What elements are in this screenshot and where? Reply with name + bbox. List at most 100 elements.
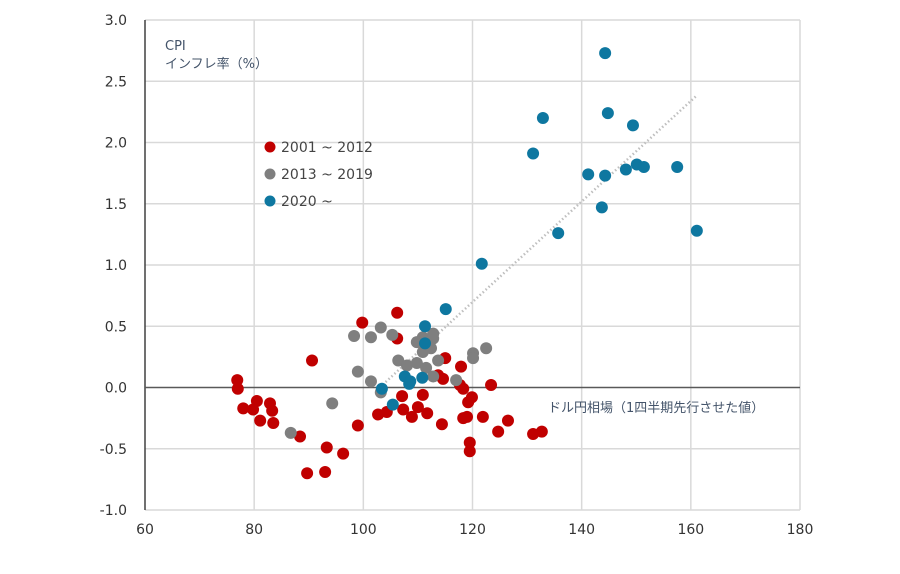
- y-tick-label: 1.0: [105, 258, 127, 274]
- data-point-series-1: [401, 359, 413, 372]
- data-point-series-2: [637, 161, 650, 173]
- data-point-series-1: [374, 321, 387, 334]
- data-point-series-2: [419, 337, 432, 350]
- data-point-series-1: [480, 342, 493, 355]
- data-point-series-0: [267, 417, 280, 430]
- data-point-series-0: [237, 402, 250, 415]
- data-point-series-0: [485, 379, 498, 392]
- data-point-series-2: [419, 320, 432, 333]
- x-tick-label: 60: [136, 522, 154, 538]
- data-point-series-0: [396, 390, 409, 403]
- data-point-series-2: [536, 112, 549, 124]
- data-point-series-1: [284, 426, 297, 439]
- y-axis-label-line2: インフレ率（%）: [165, 56, 268, 72]
- data-point-series-0: [391, 306, 404, 319]
- data-point-series-0: [319, 466, 332, 479]
- data-point-series-2: [403, 377, 416, 390]
- data-point-series-0: [405, 410, 418, 423]
- data-point-series-2: [599, 169, 612, 182]
- data-point-series-2: [619, 163, 632, 176]
- data-point-series-1: [364, 375, 377, 388]
- data-point-series-0: [306, 354, 319, 367]
- data-point-series-0: [435, 418, 448, 431]
- x-axis-label: ドル円相場（1四半期先行させた値）: [548, 400, 764, 416]
- data-point-series-0: [351, 419, 364, 432]
- x-tick-label: 100: [350, 522, 377, 538]
- data-point-series-0: [254, 414, 267, 427]
- data-point-series-1: [432, 354, 445, 367]
- data-point-series-0: [320, 441, 333, 454]
- data-point-series-0: [421, 407, 434, 420]
- data-point-series-0: [231, 374, 244, 387]
- data-point-series-0: [294, 430, 307, 443]
- data-point-series-2: [386, 398, 399, 411]
- data-point-series-2: [527, 147, 540, 160]
- data-point-series-0: [462, 396, 475, 409]
- data-point-series-0: [356, 316, 369, 329]
- data-point-series-2: [595, 201, 608, 214]
- data-point-series-2: [671, 161, 684, 173]
- data-point-series-1: [427, 370, 440, 383]
- data-point-series-0: [492, 425, 505, 438]
- data-point-series-2: [375, 382, 388, 395]
- y-tick-label: 1.5: [105, 197, 127, 213]
- y-tick-label: -1.0: [100, 503, 127, 519]
- data-point-series-0: [476, 410, 489, 423]
- data-point-series-2: [552, 227, 565, 240]
- data-point-series-2: [599, 47, 612, 60]
- data-point-series-0: [301, 467, 314, 480]
- tick-labels: 60 80 100 120 140 160 180 3.0 2.5 2.0 1.5 1.0 0.5 0.0…: [100, 13, 814, 538]
- data-point-series-1: [410, 357, 423, 369]
- data-point-series-0: [337, 447, 350, 460]
- y-tick-label: 0.0: [105, 381, 127, 397]
- data-point-series-0: [416, 388, 429, 401]
- data-points: [231, 47, 703, 480]
- x-tick-label: 180: [787, 522, 814, 538]
- data-point-series-0: [266, 404, 279, 417]
- data-point-series-2: [690, 224, 703, 237]
- data-point-series-1: [326, 397, 339, 410]
- x-tick-label: 80: [245, 522, 263, 538]
- y-tick-label: 0.5: [105, 319, 127, 335]
- data-point-series-1: [364, 331, 377, 344]
- data-point-series-0: [397, 403, 410, 416]
- data-point-series-2: [626, 119, 639, 132]
- legend-marker-2013-2019: [264, 168, 276, 180]
- data-point-series-1: [467, 352, 480, 365]
- data-point-series-0: [463, 445, 476, 458]
- data-point-series-2: [416, 371, 429, 384]
- y-tick-label: 2.0: [105, 136, 127, 152]
- data-point-series-0: [411, 401, 424, 414]
- gridlines: [145, 19, 801, 511]
- data-point-series-0: [463, 436, 476, 449]
- x-tick-label: 160: [677, 522, 704, 538]
- data-point-series-0: [455, 360, 468, 373]
- legend: 2001 ~ 2012 2013 ~ 2019 2020 ~: [264, 140, 373, 210]
- data-point-series-2: [601, 107, 614, 120]
- data-point-series-1: [392, 354, 405, 367]
- y-tick-label: 3.0: [105, 13, 127, 29]
- data-point-series-1: [386, 328, 399, 341]
- legend-marker-2001-2012: [264, 141, 276, 153]
- data-point-series-0: [535, 425, 548, 438]
- data-point-series-1: [420, 361, 433, 374]
- data-point-series-0: [231, 382, 244, 395]
- legend-label-2020: 2020 ~: [281, 194, 333, 210]
- data-point-series-0: [457, 382, 470, 395]
- data-point-series-1: [351, 365, 364, 378]
- y-tick-label: -0.5: [100, 442, 127, 458]
- axes: [144, 20, 800, 510]
- legend-marker-2020: [264, 195, 276, 207]
- data-point-series-2: [475, 257, 488, 270]
- data-point-series-2: [582, 168, 595, 181]
- y-axis-label-line1: CPI: [165, 39, 186, 54]
- data-point-series-0: [501, 414, 514, 427]
- x-tick-label: 140: [568, 522, 595, 538]
- data-point-series-1: [450, 374, 463, 387]
- x-tick-label: 120: [459, 522, 486, 538]
- data-point-series-2: [439, 303, 452, 316]
- data-point-series-1: [348, 330, 361, 343]
- y-tick-label: 2.5: [105, 74, 127, 90]
- legend-label-2013-2019: 2013 ~ 2019: [281, 167, 373, 183]
